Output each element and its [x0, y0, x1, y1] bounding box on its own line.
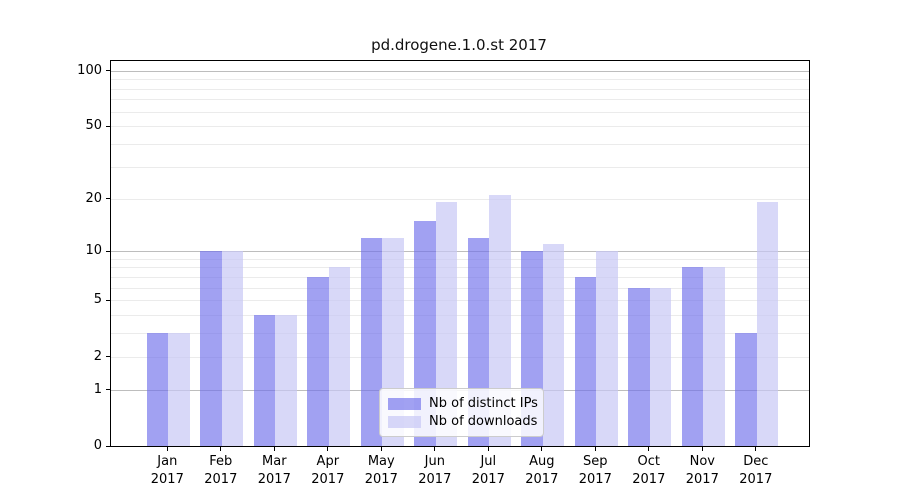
y-tick-label-2: 2 [93, 348, 102, 364]
bar-downloads-mar [275, 315, 297, 446]
bar-distinct-ips-may [360, 237, 383, 446]
x-tick-mark-aug [541, 446, 543, 451]
x-tick-mark-nov [701, 446, 703, 451]
legend-label-downloads: Nb of downloads [429, 414, 538, 429]
x-tick-mark-jun [434, 446, 436, 451]
gridline-y-70 [111, 99, 809, 101]
x-tick-label-oct: Oct 2017 [632, 453, 666, 487]
bar-distinct-ips-nov [681, 267, 704, 446]
gridline-y-20 [111, 198, 809, 200]
x-tick-label-jun: Jun 2017 [418, 453, 452, 487]
legend: Nb of distinct IPs Nb of downloads [379, 388, 544, 437]
legend-label-distinct-ips: Nb of distinct IPs [429, 396, 538, 411]
gridline-y-80 [111, 88, 809, 90]
y-tick-label-5: 5 [93, 292, 102, 308]
bar-downloads-feb [221, 251, 244, 446]
x-tick-mark-sep [594, 446, 596, 451]
x-tick-label-sep: Sep 2017 [578, 453, 612, 487]
y-tick-mark-100 [106, 70, 110, 72]
y-tick-mark-10 [106, 250, 110, 252]
bar-downloads-dec [756, 202, 779, 446]
y-tick-label-0: 0 [93, 438, 102, 453]
gridline-y-60 [111, 111, 809, 113]
gridline-y-100 [111, 70, 809, 72]
y-tick-label-1: 1 [93, 381, 102, 397]
x-tick-mark-oct [648, 446, 650, 451]
x-tick-mark-jul [487, 446, 489, 451]
chart-title: pd.drogene.1.0.st 2017 [371, 36, 547, 54]
x-tick-label-nov: Nov 2017 [685, 453, 719, 487]
x-tick-mark-dec [755, 446, 757, 451]
y-tick-mark-20 [106, 198, 110, 199]
bar-distinct-ips-dec [735, 333, 757, 446]
bar-distinct-ips-apr [307, 276, 329, 446]
x-tick-label-feb: Feb 2017 [204, 453, 238, 487]
bar-downloads-jan [168, 333, 190, 446]
legend-entry-downloads: Nb of downloads [388, 414, 538, 429]
x-tick-mark-apr [327, 446, 329, 451]
x-tick-mark-feb [220, 446, 222, 451]
bar-downloads-nov [703, 267, 725, 446]
x-tick-label-may: May 2017 [364, 453, 398, 487]
bar-downloads-aug [542, 244, 565, 446]
y-tick-mark-2 [106, 356, 110, 358]
bar-distinct-ips-jan [146, 333, 169, 446]
x-tick-label-dec: Dec 2017 [739, 453, 773, 487]
x-tick-mark-jan [166, 446, 168, 451]
x-tick-mark-mar [273, 446, 275, 451]
bar-distinct-ips-sep [574, 276, 597, 446]
bar-distinct-ips-feb [200, 251, 222, 446]
gridline-y-50 [111, 126, 809, 128]
x-tick-label-aug: Aug 2017 [525, 453, 559, 487]
y-tick-mark-1 [106, 389, 110, 391]
gridline-y-90 [111, 79, 809, 81]
x-tick-label-jul: Jul 2017 [471, 453, 505, 487]
bar-downloads-jul [489, 194, 511, 446]
y-tick-mark-5 [106, 299, 110, 301]
gridline-y-30 [111, 166, 809, 168]
legend-swatch-downloads [388, 415, 421, 428]
y-tick-label-50: 50 [85, 118, 102, 134]
bar-downloads-oct [649, 287, 672, 446]
legend-entry-distinct-ips: Nb of distinct IPs [388, 396, 538, 411]
bar-distinct-ips-oct [628, 287, 650, 446]
y-tick-mark-50 [106, 125, 110, 127]
bar-downloads-apr [328, 267, 351, 446]
bar-downloads-jun [435, 202, 458, 446]
y-tick-label-100: 100 [77, 62, 102, 78]
x-tick-label-jan: Jan 2017 [150, 453, 184, 487]
x-tick-label-mar: Mar 2017 [257, 453, 291, 487]
x-tick-mark-may [380, 446, 382, 451]
y-tick-label-10: 10 [85, 243, 102, 259]
gridline-y-40 [111, 144, 809, 146]
y-tick-mark-0 [106, 445, 110, 447]
bar-distinct-ips-mar [253, 315, 276, 446]
y-tick-label-20: 20 [85, 190, 102, 206]
bar-downloads-sep [596, 251, 618, 446]
legend-swatch-distinct-ips [388, 397, 421, 410]
x-tick-label-apr: Apr 2017 [311, 453, 345, 487]
